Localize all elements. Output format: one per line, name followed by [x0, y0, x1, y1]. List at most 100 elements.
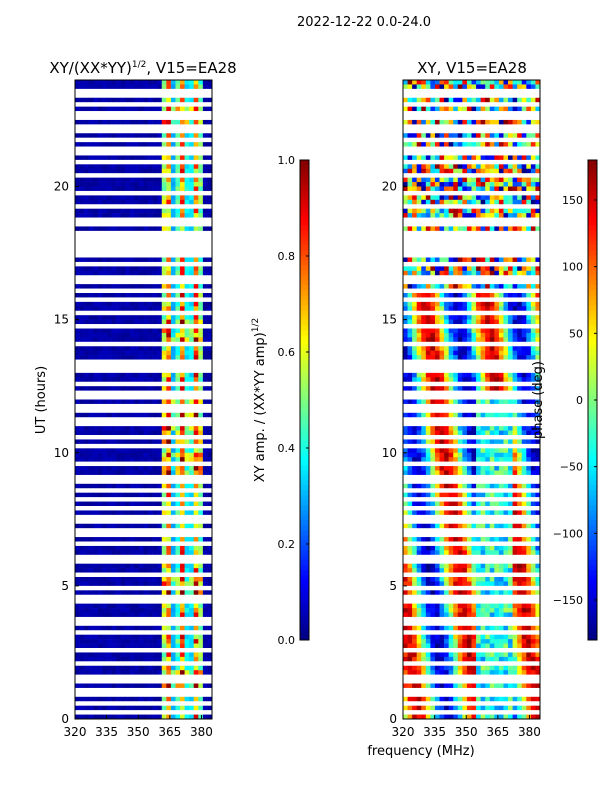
left-heat-cell [111, 687, 117, 693]
left-heat-cell [129, 537, 135, 542]
left-heat-cell [207, 537, 213, 542]
right-heat-cell [471, 88, 477, 94]
left-heat-cell [75, 439, 80, 445]
left-heat-cell [161, 226, 167, 232]
left-heat-cell [79, 616, 85, 622]
left-heat-cell [175, 84, 181, 90]
left-heat-cell [148, 701, 153, 706]
left-heat-cell [120, 501, 126, 507]
left-heat-cell [143, 430, 149, 436]
left-heat-cell [170, 488, 176, 493]
left-heat-cell [106, 457, 112, 462]
left-heat-cell [198, 346, 204, 351]
left-heat-cell [79, 625, 85, 631]
right-heat-cell [494, 137, 500, 143]
left-heat-cell [125, 350, 131, 356]
left-heat-cell [79, 324, 85, 329]
left-heat-cell [116, 151, 121, 156]
left-heat-cell [84, 479, 89, 485]
left-heat-cell [88, 88, 94, 94]
left-heat-cell [129, 93, 135, 99]
left-heat-cell [175, 559, 181, 564]
left-heat-cell [93, 84, 99, 90]
right-heat-cell [425, 137, 431, 143]
left-heat-cell [79, 510, 85, 516]
left-heat-cell [193, 235, 199, 241]
left-heat-cell [75, 652, 80, 658]
left-heat-cell [152, 377, 158, 383]
left-heat-cell [134, 239, 140, 245]
left-heat-cell [84, 93, 89, 99]
left-heat-cell [180, 612, 185, 618]
left-heat-cell [148, 648, 153, 653]
right-heat-cell [508, 106, 513, 112]
left-heat-cell [157, 585, 163, 591]
left-heat-cell [166, 466, 172, 471]
left-heat-cell [175, 563, 181, 569]
left-heat-cell [207, 217, 213, 223]
left-heat-cell [148, 643, 153, 649]
right-heat-cell [471, 93, 477, 99]
left-heat-cell [152, 532, 158, 538]
left-heat-cell [125, 466, 131, 471]
left-heat-cell [193, 279, 199, 285]
left-heat-cell [79, 514, 85, 520]
left-heat-cell [148, 585, 153, 591]
left-heat-cell [116, 80, 121, 85]
left-heat-cell [97, 190, 103, 196]
left-heat-cell [93, 639, 99, 644]
right-heat-cell [448, 151, 454, 156]
right-heat-cell [521, 137, 527, 143]
left-heat-cell [129, 572, 135, 578]
left-heat-cell [106, 603, 112, 609]
left-heat-cell [75, 306, 80, 312]
left-heat-cell [84, 146, 89, 152]
colorbar-segment [300, 480, 309, 486]
right-heat-cell [434, 88, 440, 94]
left-heat-cell [193, 581, 199, 587]
left-heat-cell [97, 364, 103, 369]
left-heat-cell [175, 88, 181, 94]
left-heat-cell [198, 359, 204, 365]
right-heat-cell [498, 137, 504, 143]
left-heat-cell [207, 497, 213, 502]
left-heat-cell [120, 448, 126, 454]
left-heat-cell [102, 102, 108, 107]
left-heat-cell [207, 306, 213, 312]
left-heat-cell [75, 616, 80, 622]
right-heat-cell [453, 88, 459, 94]
left-heat-cell [116, 111, 121, 116]
left-heat-cell [157, 93, 163, 99]
left-heat-cell [84, 639, 89, 644]
left-heat-cell [148, 186, 153, 192]
right-heat-cell [434, 119, 440, 125]
left-heat-cell [184, 590, 190, 596]
left-heat-cell [207, 355, 213, 360]
left-heat-cell [157, 559, 163, 564]
left-heat-cell [138, 412, 144, 418]
left-heat-cell [102, 137, 108, 143]
left-heat-cell [207, 372, 213, 378]
left-heat-cell [120, 585, 126, 591]
left-heat-cell [88, 337, 94, 343]
right-heat-cell [453, 155, 459, 161]
left-heat-cell [157, 435, 163, 440]
colorbar-segment [300, 510, 309, 516]
right-heat-cell [430, 142, 436, 147]
right-heat-cell [421, 146, 427, 152]
left-heat-cell [120, 284, 126, 289]
left-heat-cell [193, 88, 199, 94]
left-heat-cell [102, 554, 108, 560]
left-heat-cell [134, 111, 140, 116]
right-heat-cell [489, 111, 495, 116]
left-heat-cell [116, 142, 121, 147]
left-heat-cell [134, 315, 140, 320]
right-heat-cell [444, 88, 449, 94]
left-heat-cell [84, 510, 89, 516]
x-tick-label: 365 [158, 725, 181, 739]
left-heat-cell [148, 359, 153, 365]
left-heat-cell [198, 199, 204, 205]
left-heat-cell [134, 470, 140, 476]
left-heat-cell [143, 532, 149, 538]
left-heat-cell [175, 687, 181, 693]
